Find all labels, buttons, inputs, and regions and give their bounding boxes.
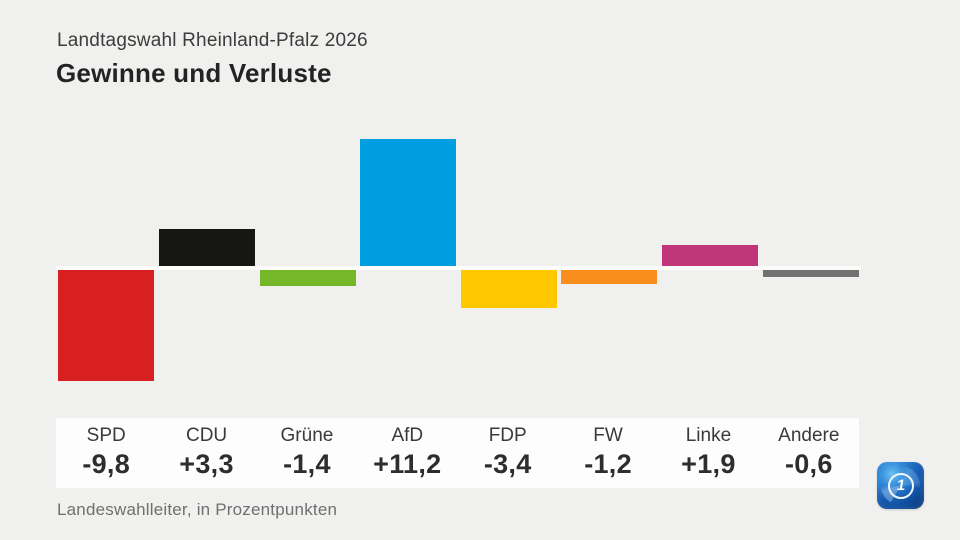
party-value-fdp: -3,4: [483, 449, 532, 479]
label-cell-andere: Andere -0,6: [759, 418, 859, 488]
bar-linke: [662, 244, 759, 266]
label-band: SPD -9,8 CDU +3,3 Grüne -1,4 AfD +11,2 FDP -3,4 FW…: [56, 418, 859, 488]
party-value-andere: -0,6: [784, 449, 833, 479]
party-label-linke: Linke: [685, 425, 732, 446]
bar-fw: [561, 270, 658, 284]
party-value-afd: +11,2: [373, 449, 442, 479]
party-label-andere: Andere: [778, 425, 840, 446]
bar-afd: [360, 139, 457, 266]
party-value-linke: +1,9: [681, 449, 736, 479]
party-label-afd: AfD: [391, 425, 424, 446]
label-cell-grne: Grüne -1,4: [257, 418, 357, 488]
zero-baseline: [56, 266, 861, 270]
label-cell-fdp: FDP -3,4: [458, 418, 558, 488]
label-cell-linke: Linke +1,9: [658, 418, 758, 488]
label-cell-cdu: CDU +3,3: [156, 418, 256, 488]
label-cell-afd: AfD +11,2: [357, 418, 457, 488]
bar-cdu: [158, 228, 255, 266]
party-label-cdu: CDU: [185, 425, 228, 446]
party-label-fw: FW: [593, 425, 623, 446]
bar-fdp: [460, 270, 557, 309]
chart-title: Gewinne und Verluste: [56, 58, 332, 88]
label-cell-fw: FW -1,2: [558, 418, 658, 488]
ard-das-erste-logo: 1: [877, 462, 924, 509]
party-label-spd: SPD: [86, 425, 126, 446]
label-cell-spd: SPD -9,8: [56, 418, 156, 488]
party-value-fw: -1,2: [584, 449, 632, 479]
logo-digit: 1: [895, 476, 906, 494]
party-value-spd: -9,8: [82, 449, 131, 479]
source-caption: Landeswahlleiter, in Prozentpunkten: [57, 500, 338, 519]
chart-subtitle: Landtagswahl Rheinland-Pfalz 2026: [57, 30, 368, 51]
party-value-cdu: +3,3: [179, 449, 234, 479]
party-value-grne: -1,4: [283, 449, 331, 479]
logo-ring: [887, 472, 914, 499]
bar-spd: [58, 270, 155, 381]
chart-area: [56, 0, 861, 418]
bar-grne: [259, 270, 356, 286]
party-label-grne: Grüne: [280, 425, 334, 446]
party-label-fdp: FDP: [488, 425, 527, 446]
bar-andere: [762, 270, 859, 277]
